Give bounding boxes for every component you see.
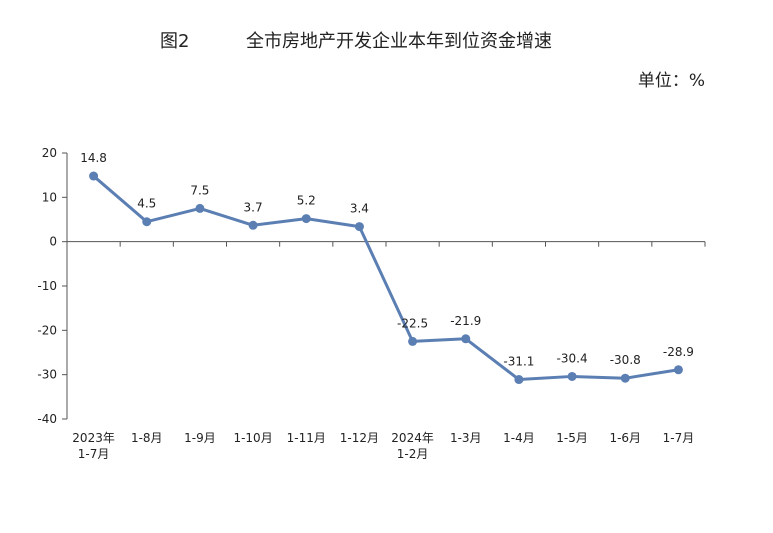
- data-point: [89, 171, 99, 181]
- data-label: 3.7: [244, 200, 263, 214]
- x-tick-label: 1-3月: [450, 431, 482, 445]
- data-point: [567, 371, 577, 381]
- data-label: -31.1: [503, 355, 534, 369]
- figure-number: 图2: [160, 31, 190, 52]
- x-tick-label: 2024年 1-2月: [391, 431, 434, 461]
- data-label: 4.5: [137, 197, 156, 211]
- data-label: -28.9: [663, 345, 694, 359]
- y-tick-label: 0: [49, 235, 57, 249]
- data-point: [620, 373, 630, 383]
- x-tick-label: 1-9月: [184, 431, 216, 445]
- data-point: [248, 220, 258, 230]
- data-label: -21.9: [450, 314, 481, 328]
- y-tick-label: 20: [42, 146, 57, 160]
- data-label: -30.8: [610, 353, 641, 367]
- data-point: [195, 203, 205, 213]
- data-point: [408, 336, 418, 346]
- data-label: 3.4: [350, 202, 369, 216]
- data-label: 5.2: [297, 194, 316, 208]
- data-point: [514, 375, 524, 385]
- x-tick-label: 1-12月: [340, 431, 379, 445]
- unit-label: 单位：%: [637, 71, 705, 91]
- y-tick-label: 10: [42, 190, 57, 204]
- data-label: -30.4: [557, 351, 588, 365]
- chart-title: 全市房地产开发企业本年到位资金增速: [246, 31, 552, 52]
- data-label: 7.5: [190, 183, 209, 197]
- x-tick-label: 1-8月: [131, 431, 163, 445]
- x-tick-label: 2023年 1-7月: [72, 431, 115, 461]
- x-tick-label: 1-6月: [609, 431, 641, 445]
- y-tick-label: -10: [37, 279, 57, 293]
- y-tick-label: -40: [37, 412, 57, 426]
- data-point: [301, 214, 311, 224]
- x-tick-label: 1-10月: [233, 431, 272, 445]
- x-tick-label: 1-4月: [503, 431, 535, 445]
- data-point: [354, 222, 364, 232]
- data-point: [461, 334, 471, 344]
- y-tick-label: -20: [37, 323, 57, 337]
- data-point: [142, 217, 152, 227]
- series-line: [92, 174, 679, 382]
- data-label: -22.5: [397, 316, 428, 330]
- data-point: [673, 365, 683, 375]
- x-tick-label: 1-5月: [556, 431, 588, 445]
- y-tick-label: -30: [37, 368, 57, 382]
- x-tick-label: 1-11月: [287, 431, 326, 445]
- x-tick-label: 1-7月: [663, 431, 695, 445]
- data-label: 14.8: [80, 151, 107, 165]
